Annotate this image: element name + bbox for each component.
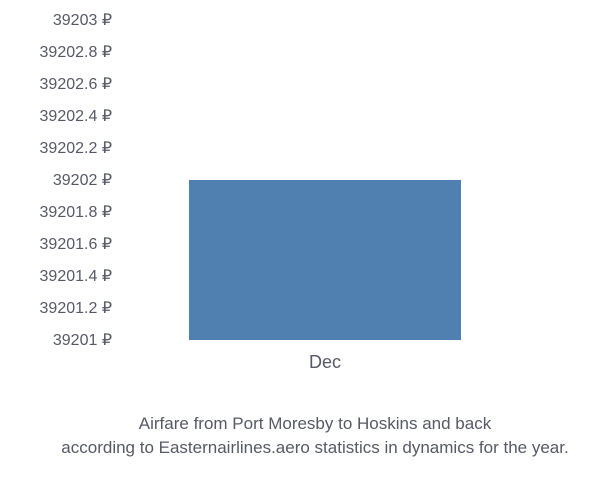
y-tick-label: 39201.4 ₽	[40, 266, 112, 286]
y-tick-label: 39201.2 ₽	[40, 298, 112, 318]
y-axis: 39203 ₽39202.8 ₽39202.6 ₽39202.4 ₽39202.…	[20, 20, 120, 340]
y-tick-label: 39203 ₽	[53, 10, 112, 30]
y-tick-label: 39202.4 ₽	[40, 106, 112, 126]
y-tick-label: 39201 ₽	[53, 330, 112, 350]
y-tick-label: 39201.8 ₽	[40, 202, 112, 222]
chart-container: 39203 ₽39202.8 ₽39202.6 ₽39202.4 ₽39202.…	[20, 20, 580, 370]
chart-caption: Airfare from Port Moresby to Hoskins and…	[50, 412, 580, 460]
x-axis-label: Dec	[309, 352, 341, 373]
y-tick-label: 39201.6 ₽	[40, 234, 112, 254]
plot-area: Dec	[125, 20, 565, 340]
y-tick-label: 39202.8 ₽	[40, 42, 112, 62]
y-tick-label: 39202.2 ₽	[40, 138, 112, 158]
bar	[189, 180, 462, 340]
y-tick-label: 39202.6 ₽	[40, 74, 112, 94]
y-tick-label: 39202 ₽	[53, 170, 112, 190]
caption-line2: according to Easternairlines.aero statis…	[61, 438, 568, 457]
caption-line1: Airfare from Port Moresby to Hoskins and…	[139, 414, 491, 433]
